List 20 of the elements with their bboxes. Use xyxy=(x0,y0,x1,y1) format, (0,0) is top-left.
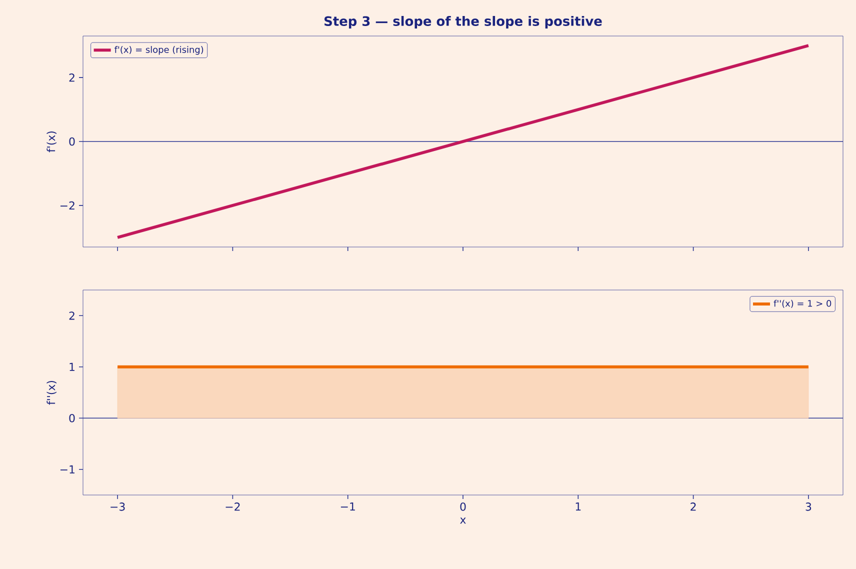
x-tick-label: 0 xyxy=(460,502,466,511)
legend-label: f''(x) = 1 > 0 xyxy=(774,300,832,308)
x-tick-label: −1 xyxy=(340,502,355,511)
y-tick-label: 1 xyxy=(70,362,74,371)
chart-title: Step 3 — slope of the slope is positive xyxy=(324,16,602,28)
y-tick-label: 0 xyxy=(69,414,75,422)
y-axis-title: f''(x) xyxy=(46,380,56,405)
y-tick-label: −2 xyxy=(60,201,74,210)
x-tick-label: 1 xyxy=(576,502,581,511)
y-tick-label: 2 xyxy=(69,312,74,320)
x-tick-label: 2 xyxy=(690,502,696,511)
x-axis-title: x xyxy=(460,518,466,524)
x-tick-label: 3 xyxy=(806,502,812,511)
y-tick-label: 2 xyxy=(69,74,74,82)
x-tick-label: −2 xyxy=(226,502,240,511)
x-tick-label: −3 xyxy=(110,502,125,511)
y-tick-label: −1 xyxy=(60,465,74,474)
legend-label: f'(x) = slope (rising) xyxy=(114,46,204,55)
y-tick-label: 0 xyxy=(69,137,75,146)
y-axis-title: f'(x) xyxy=(46,131,56,152)
